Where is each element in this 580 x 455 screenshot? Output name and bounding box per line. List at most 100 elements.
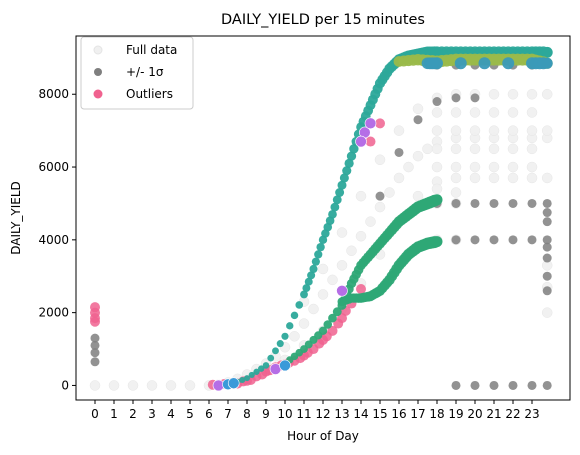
point-full-data — [89, 380, 101, 391]
point-sigma — [527, 198, 537, 208]
plot-highlights — [212, 117, 377, 392]
point-full-data — [374, 201, 386, 213]
point-full-data — [526, 88, 538, 100]
x-tick-label: 9 — [262, 407, 270, 421]
trend-point — [262, 362, 270, 369]
legend-marker-full-data — [93, 45, 103, 55]
x-tick-label: 22 — [505, 407, 520, 421]
x-tick-label: 8 — [243, 407, 251, 421]
point-outliers — [333, 318, 344, 329]
point-outliers — [375, 118, 385, 129]
point-full-data — [488, 161, 500, 173]
point-full-data — [298, 318, 310, 329]
point-sigma — [90, 340, 100, 350]
trend-point — [302, 284, 311, 293]
point-full-data — [355, 230, 367, 242]
point-sigma — [527, 380, 537, 390]
x-tick-label: 0 — [91, 407, 99, 421]
x-tick-label: 23 — [524, 407, 539, 421]
trend-point — [541, 57, 553, 69]
x-tick-label: 7 — [224, 407, 232, 421]
trend-point — [332, 195, 342, 205]
x-tick-label: 15 — [372, 407, 387, 421]
point-full-data — [346, 245, 357, 257]
point-sigma — [90, 348, 100, 358]
point-full-data — [365, 216, 376, 227]
trend-point — [281, 332, 289, 340]
point-full-data — [412, 103, 424, 115]
highlight-point — [227, 377, 240, 390]
point-full-data — [526, 107, 538, 118]
trend-point — [304, 277, 313, 286]
point-full-data — [393, 125, 405, 136]
point-sigma — [542, 217, 552, 227]
point-full-data — [127, 380, 139, 391]
legend-label-full-data: Full data — [126, 43, 177, 57]
point-outliers — [356, 283, 366, 294]
point-sigma — [542, 198, 552, 208]
point-full-data — [355, 190, 367, 202]
point-full-data — [431, 161, 443, 173]
legend-marker-sigma — [94, 68, 102, 76]
point-sigma — [451, 198, 461, 208]
trend-point — [349, 144, 359, 154]
trend-point — [248, 371, 255, 379]
trend-point — [258, 365, 265, 372]
x-tick-label: 1 — [110, 407, 118, 421]
x-axis: 0 1 2 3 4 5 6 7 8 9 10 11 12 13 14 15 16 17 18 19 20 21 22 23 — [91, 400, 540, 421]
point-full-data — [488, 172, 500, 184]
x-tick-label: 5 — [186, 407, 194, 421]
trend-point — [478, 57, 491, 70]
point-full-data — [450, 125, 462, 136]
trend-point — [295, 301, 304, 309]
point-full-data — [469, 172, 481, 184]
point-sigma — [470, 235, 480, 245]
point-outliers — [90, 302, 100, 313]
trend-point — [335, 188, 345, 197]
point-full-data — [507, 172, 519, 184]
point-sigma — [542, 286, 552, 296]
highlight-point — [355, 135, 367, 148]
point-sigma — [451, 235, 461, 245]
trend-point — [318, 326, 328, 336]
trend-point — [307, 271, 316, 280]
point-full-data — [507, 107, 519, 118]
x-tick-label: 16 — [391, 407, 406, 421]
point-sigma — [470, 93, 480, 103]
trend-point — [332, 307, 342, 317]
point-full-data — [412, 150, 424, 162]
point-full-data — [469, 107, 481, 118]
trend-point — [342, 166, 352, 176]
trend-point — [272, 347, 279, 355]
point-full-data — [450, 187, 462, 198]
point-sigma — [542, 208, 552, 218]
point-outliers — [365, 136, 376, 147]
point-full-data — [384, 187, 395, 198]
point-sigma — [508, 235, 518, 245]
plot-lines — [225, 46, 553, 389]
highlight-point — [279, 359, 291, 372]
highlight-point — [336, 284, 348, 297]
trend-point — [431, 236, 443, 248]
point-full-data — [165, 380, 177, 391]
point-full-data — [450, 143, 462, 155]
point-full-data — [289, 331, 300, 342]
point-sigma — [508, 198, 518, 208]
x-axis-label: Hour of Day — [287, 429, 359, 443]
trend-point — [314, 250, 323, 259]
point-sigma — [489, 198, 499, 208]
point-sigma — [432, 97, 442, 107]
point-sigma — [542, 253, 552, 263]
y-tick-label: 8000 — [38, 87, 69, 101]
point-sigma — [542, 235, 552, 245]
point-full-data — [507, 161, 519, 173]
x-tick-label: 12 — [315, 407, 330, 421]
trend-point — [339, 173, 349, 183]
trend-point — [239, 376, 246, 383]
x-tick-label: 2 — [129, 407, 137, 421]
point-full-data — [541, 88, 553, 100]
x-tick-label: 20 — [467, 407, 482, 421]
trend-point — [290, 311, 299, 320]
point-sigma — [508, 380, 518, 390]
